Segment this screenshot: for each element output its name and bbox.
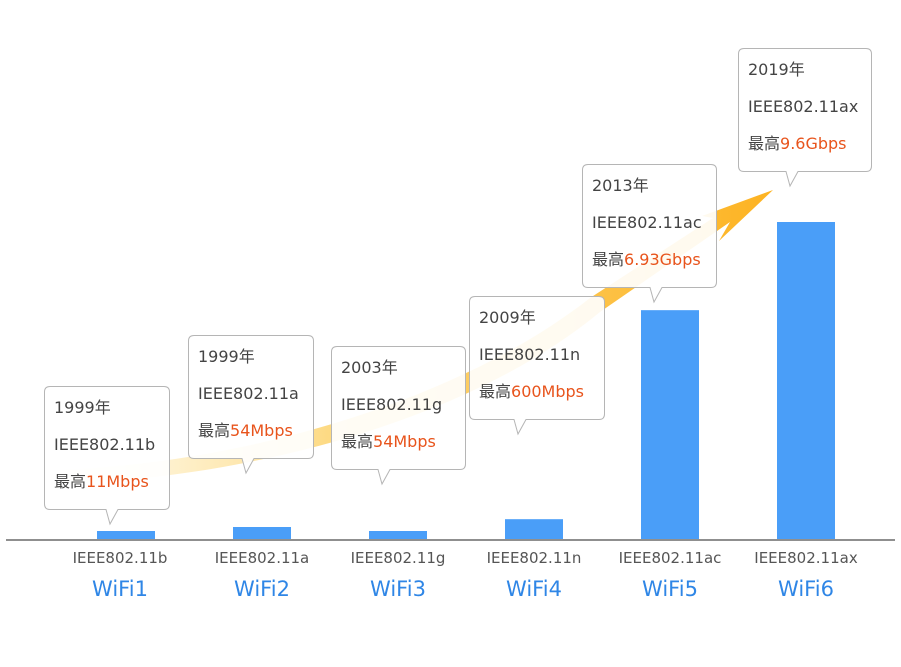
x-tick-generation: WiFi1 [92, 577, 148, 601]
callout-year: 2009年 [479, 308, 536, 327]
callout-wifi1: 1999年 IEEE802.11b 最高11Mbps [44, 386, 170, 526]
callout-standard: IEEE802.11n [479, 345, 581, 364]
callout-speed: 6.93Gbps [624, 250, 701, 269]
x-label-wifi3: IEEE802.11g WiFi3 [330, 549, 466, 601]
callout-wifi2: 1999年 IEEE802.11a 最高54Mbps [188, 335, 314, 475]
callout-speed: 9.6Gbps [780, 134, 847, 153]
bar-wifi1 [97, 531, 155, 539]
x-tick-generation: WiFi4 [506, 577, 562, 601]
callout-frame [188, 335, 314, 475]
callout-speed: 11Mbps [86, 472, 149, 491]
x-label-wifi6: IEEE802.11ax WiFi6 [738, 549, 874, 601]
bar-wifi2 [233, 527, 291, 539]
callout-speed: 54Mbps [373, 432, 436, 451]
x-tick-standard: IEEE802.11n [486, 549, 582, 567]
callout-frame [331, 346, 466, 486]
callout-year: 1999年 [54, 398, 111, 417]
bar-wifi3 [369, 531, 427, 539]
callout-standard: IEEE802.11b [54, 435, 156, 454]
bar-wifi5 [641, 310, 699, 539]
callout-wifi4: 2009年 IEEE802.11n 最高600Mbps [469, 296, 605, 436]
x-tick-standard: IEEE802.11ac [618, 549, 722, 567]
callout-year: 2013年 [592, 176, 649, 195]
callout-max-label: 最高 [748, 134, 781, 153]
callout-standard: IEEE802.11ax [748, 97, 859, 116]
x-label-wifi5: IEEE802.11ac WiFi5 [602, 549, 738, 601]
callout-year: 2019年 [748, 60, 805, 79]
callout-max-label: 最高 [198, 421, 231, 440]
callout-frame [44, 386, 170, 526]
callout-max-label: 最高 [479, 382, 512, 401]
x-tick-standard: IEEE802.11b [72, 549, 168, 567]
callout-frame [582, 164, 717, 304]
x-tick-generation: WiFi3 [370, 577, 426, 601]
callout-frame [738, 48, 872, 188]
x-label-wifi2: IEEE802.11a WiFi2 [194, 549, 330, 601]
bar-wifi6 [777, 222, 835, 539]
x-tick-standard: IEEE802.11g [350, 549, 446, 567]
callout-wifi5: 2013年 IEEE802.11ac 最高6.93Gbps [582, 164, 717, 304]
callout-standard: IEEE802.11ac [592, 213, 702, 232]
callout-max-label: 最高 [54, 472, 87, 491]
x-label-wifi4: IEEE802.11n WiFi4 [466, 549, 602, 601]
callout-max-label: 最高 [341, 432, 374, 451]
callout-speed: 600Mbps [511, 382, 585, 401]
bar-wifi4 [505, 519, 563, 539]
x-tick-generation: WiFi5 [642, 577, 698, 601]
callout-speed: 54Mbps [230, 421, 293, 440]
callout-wifi3: 2003年 IEEE802.11g 最高54Mbps [331, 346, 466, 486]
callout-frame [469, 296, 605, 436]
callout-wifi6: 2019年 IEEE802.11ax 最高9.6Gbps [738, 48, 872, 188]
x-label-wifi1: IEEE802.11b WiFi1 [52, 549, 188, 601]
x-tick-standard: IEEE802.11ax [754, 549, 858, 567]
x-tick-generation: WiFi2 [234, 577, 290, 601]
callout-max-label: 最高 [592, 250, 625, 269]
x-tick-generation: WiFi6 [778, 577, 834, 601]
callout-year: 2003年 [341, 358, 398, 377]
callout-standard: IEEE802.11a [198, 384, 299, 403]
callout-year: 1999年 [198, 347, 255, 366]
x-tick-standard: IEEE802.11a [214, 549, 310, 567]
callout-standard: IEEE802.11g [341, 395, 443, 414]
